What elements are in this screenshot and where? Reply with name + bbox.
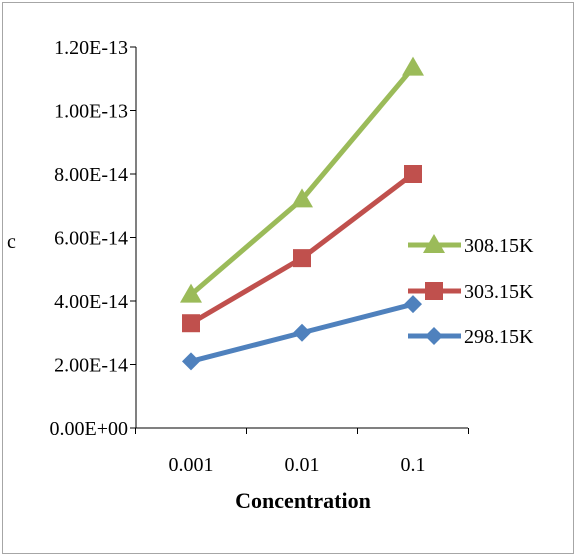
x-tick-label: 0.001 <box>169 454 214 476</box>
axes <box>135 47 468 429</box>
legend-label: 303.15K <box>464 281 534 303</box>
x-axis-title: Concentration <box>235 488 371 513</box>
y-tick-label: 0.00E+00 <box>50 418 129 440</box>
x-tick-label: 0.01 <box>285 454 320 476</box>
y-tick-label: 6.00E-14 <box>54 228 128 250</box>
series-layer <box>180 56 424 371</box>
data-point <box>293 323 311 342</box>
legend-marker <box>423 234 445 253</box>
y-axis-title: c <box>7 231 16 253</box>
data-point <box>182 352 200 371</box>
legend-label: 308.15K <box>464 235 534 257</box>
legend-marker <box>425 282 443 300</box>
data-point <box>402 56 424 76</box>
legend-item: 298.15K <box>408 326 534 348</box>
legend-item: 303.15K <box>408 281 534 303</box>
y-tick-label: 2.00E-14 <box>54 355 128 377</box>
line-chart: 0.00E+00 2.00E-14 4.00E-14 6.00E-14 8.00E-14… <box>7 37 534 513</box>
y-tick-label: 4.00E-14 <box>54 291 128 313</box>
y-tick-label: 8.00E-14 <box>54 164 128 186</box>
y-tick-label: 1.00E-13 <box>54 101 128 123</box>
series-308.15K <box>180 56 424 303</box>
x-tick-label: 0.1 <box>401 454 426 476</box>
series-303.15K <box>182 165 422 333</box>
data-point <box>182 314 200 333</box>
data-point <box>180 283 202 303</box>
data-point <box>293 249 311 268</box>
data-point <box>404 295 422 314</box>
legend-marker <box>425 327 443 345</box>
data-point <box>291 188 313 208</box>
chart-frame: 0.00E+00 2.00E-14 4.00E-14 6.00E-14 8.00E-14… <box>2 2 574 554</box>
series-298.15K <box>182 295 422 371</box>
y-tick-label: 1.20E-13 <box>54 37 128 59</box>
legend-item: 308.15K <box>408 234 534 257</box>
legend-label: 298.15K <box>464 326 534 348</box>
y-ticks: 0.00E+00 2.00E-14 4.00E-14 6.00E-14 8.00E-14… <box>50 37 136 440</box>
legend: 308.15K 303.15K 298.15K <box>408 234 534 348</box>
data-point <box>404 165 422 183</box>
x-ticks: 0.001 0.01 0.1 <box>135 428 469 476</box>
